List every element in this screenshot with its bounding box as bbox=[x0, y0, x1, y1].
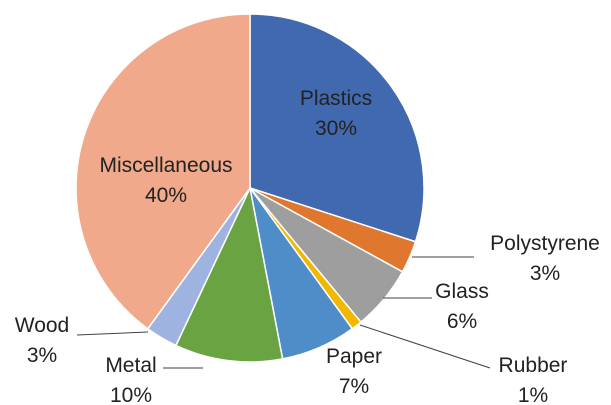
slice-plastics bbox=[249, 13, 425, 243]
leader-line-wood bbox=[76, 331, 149, 336]
slice-value-miscellaneous: 40% bbox=[145, 184, 187, 207]
slice-label-plastics: Plastics bbox=[300, 87, 372, 110]
slice-label-paper: Paper bbox=[326, 345, 382, 368]
slice-label-polystyrene: Polystyrene bbox=[490, 232, 600, 255]
slice-value-plastics: 30% bbox=[315, 117, 357, 140]
slice-value-polystyrene: 3% bbox=[530, 262, 560, 285]
slice-value-wood: 3% bbox=[27, 344, 57, 367]
leader-line-rubber bbox=[359, 324, 491, 369]
slice-label-wood: Wood bbox=[15, 314, 69, 337]
slice-metal bbox=[174, 185, 284, 363]
slice-miscellaneous bbox=[75, 13, 251, 330]
slice-value-metal: 10% bbox=[110, 384, 152, 405]
leader-lines bbox=[76, 256, 491, 369]
slice-label-metal: Metal bbox=[105, 354, 156, 377]
slice-value-rubber: 1% bbox=[518, 384, 548, 405]
pie-slices bbox=[75, 13, 425, 363]
slice-label-miscellaneous: Miscellaneous bbox=[99, 154, 232, 177]
slice-value-paper: 7% bbox=[339, 375, 369, 398]
slice-value-glass: 6% bbox=[447, 310, 477, 333]
slice-label-glass: Glass bbox=[435, 280, 489, 303]
slice-label-rubber: Rubber bbox=[499, 354, 568, 377]
slice-labels: Plastics 30% Polystyrene 3% Glass 6% Rubber 1% P… bbox=[15, 87, 600, 405]
